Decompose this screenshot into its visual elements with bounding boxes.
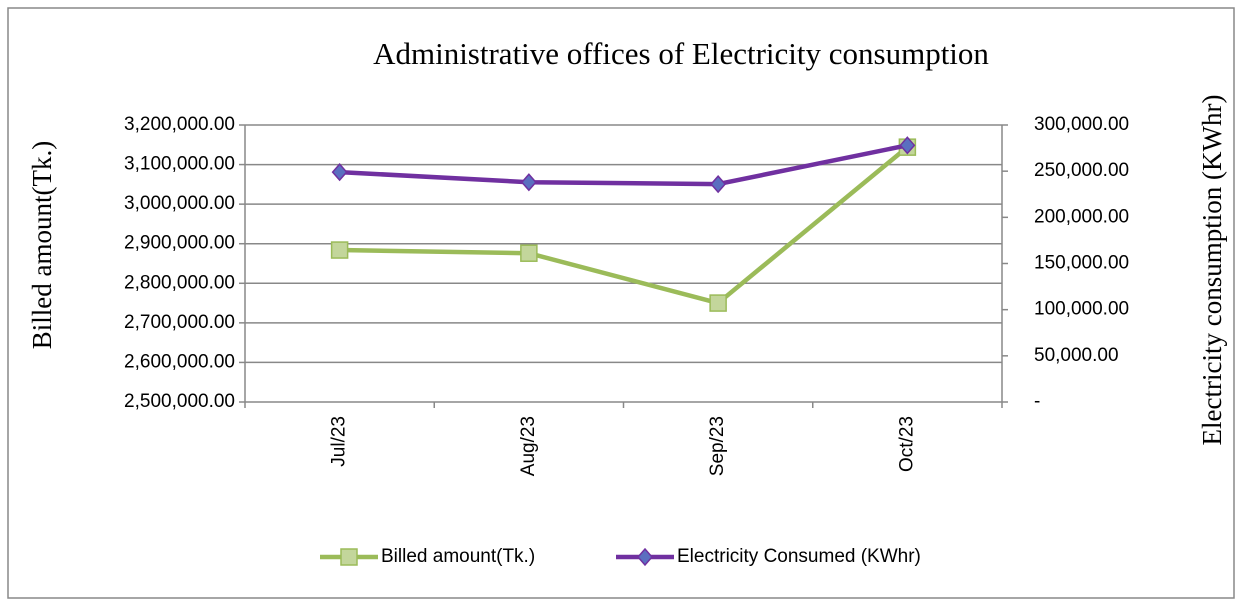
marker — [340, 548, 358, 566]
marker — [637, 547, 653, 567]
y-tick-label: 2,700,000.00 — [124, 312, 235, 333]
marker — [520, 173, 537, 192]
x-tick-label: Oct/23 — [896, 416, 917, 472]
x-tick-label: Sep/23 — [707, 416, 728, 476]
y2-tick-label: 50,000.00 — [1034, 345, 1119, 366]
y2-axis-label: Electricity consumption (KWhr) — [1197, 95, 1227, 446]
marker — [331, 162, 348, 182]
y2-tick-label: 300,000.00 — [1034, 114, 1129, 135]
y-tick-label: 2,900,000.00 — [124, 233, 235, 254]
marker — [709, 294, 727, 312]
series-line — [339, 145, 909, 306]
chart-title: Administrative offices of Electricity co… — [373, 36, 989, 71]
series-line — [339, 143, 908, 187]
legend-label: Billed amount(Tk.) — [381, 546, 535, 567]
y-tick-label: 2,600,000.00 — [124, 351, 235, 372]
x-tick-label: Aug/23 — [518, 416, 539, 476]
legend-label: Electricity Consumed (KWhr) — [677, 546, 921, 567]
marker — [710, 174, 727, 194]
y2-tick-label: 200,000.00 — [1034, 206, 1129, 227]
marker — [520, 244, 538, 262]
y-tick-label: 2,800,000.00 — [124, 272, 235, 293]
y-tick-label: 3,100,000.00 — [124, 154, 235, 175]
y-tick-label: 3,000,000.00 — [124, 193, 235, 214]
marker — [330, 241, 349, 259]
y2-tick-label: - — [1034, 391, 1040, 412]
marker — [899, 136, 916, 155]
chart-border — [7, 7, 1235, 599]
y-tick-label: 2,500,000.00 — [124, 391, 235, 412]
y2-tick-label: 250,000.00 — [1034, 160, 1129, 181]
x-tick-label: Jul/23 — [329, 416, 350, 467]
y-tick-label: 3,200,000.00 — [124, 114, 235, 135]
y2-tick-label: 100,000.00 — [1034, 299, 1129, 320]
y2-tick-label: 150,000.00 — [1034, 253, 1129, 274]
y-axis-label: Billed amount(Tk.) — [27, 141, 57, 349]
